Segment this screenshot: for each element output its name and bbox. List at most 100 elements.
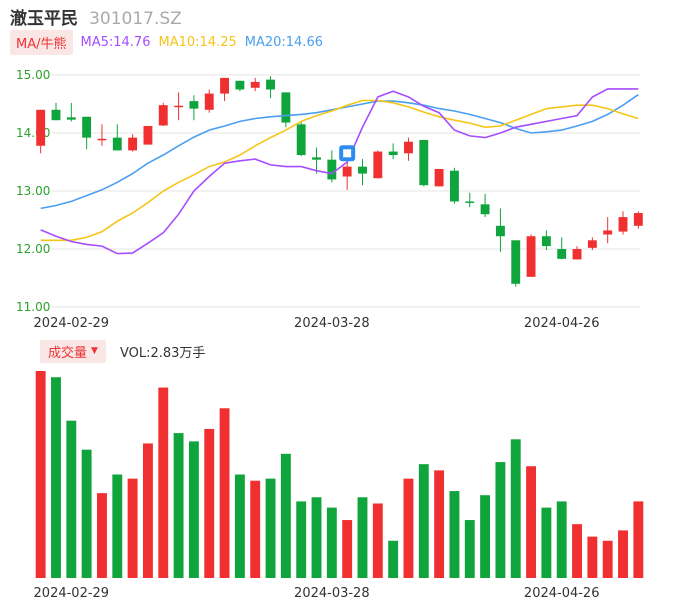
- candle-body[interactable]: [51, 109, 61, 121]
- volume-bar[interactable]: [480, 495, 491, 578]
- candle-body[interactable]: [511, 240, 521, 284]
- price-axis-label: 15.00: [16, 68, 50, 82]
- ma20-legend: MA20:14.66: [244, 34, 323, 50]
- volume-bar[interactable]: [234, 474, 245, 579]
- caret-down-icon: ▼: [91, 346, 98, 356]
- volume-bar[interactable]: [495, 462, 506, 578]
- volume-bar[interactable]: [296, 501, 307, 578]
- volume-bar[interactable]: [311, 497, 322, 578]
- volume-legend: 成交量 ▼ VOL:2.83万手: [40, 339, 205, 363]
- ma5-legend: MA5:14.76: [80, 34, 151, 50]
- volume-bar[interactable]: [434, 470, 445, 578]
- candle-body[interactable]: [204, 93, 214, 110]
- candle-body[interactable]: [587, 240, 597, 248]
- volume-bar[interactable]: [158, 387, 169, 578]
- candle-body[interactable]: [449, 170, 459, 202]
- candle-body[interactable]: [143, 126, 153, 145]
- volume-bar[interactable]: [510, 439, 521, 578]
- ma-toggle-button[interactable]: MA/牛熊: [10, 29, 73, 55]
- candle-body[interactable]: [618, 217, 628, 232]
- candle-body[interactable]: [572, 249, 582, 260]
- candle-body[interactable]: [434, 168, 444, 187]
- ma5-line: [40, 88, 639, 255]
- volume-bar[interactable]: [587, 536, 598, 578]
- candle-body[interactable]: [557, 249, 567, 259]
- volume-bar[interactable]: [556, 501, 567, 578]
- volume-date-axis-label: 2024-04-26: [524, 586, 600, 601]
- volume-bar[interactable]: [219, 408, 230, 578]
- volume-date-axis-label: 2024-02-29: [34, 586, 110, 601]
- candle-body[interactable]: [66, 117, 76, 120]
- volume-bar[interactable]: [572, 524, 582, 578]
- volume-bar[interactable]: [265, 478, 276, 578]
- candle-body[interactable]: [419, 139, 429, 186]
- candle-body[interactable]: [526, 236, 536, 277]
- candle-body[interactable]: [541, 236, 551, 247]
- volume-bar[interactable]: [97, 493, 107, 578]
- ma-legend: MA/牛熊 MA5:14.76 MA10:14.25 MA20:14.66: [10, 29, 323, 55]
- candle-body[interactable]: [235, 80, 245, 90]
- volume-bar[interactable]: [280, 453, 291, 578]
- volume-bar[interactable]: [602, 540, 613, 578]
- candle-body[interactable]: [174, 105, 184, 108]
- candle-body[interactable]: [480, 204, 490, 215]
- date-axis-label: 2024-04-26: [524, 316, 600, 331]
- candle-body[interactable]: [358, 166, 367, 174]
- ma10-legend: MA10:14.25: [158, 34, 237, 50]
- candle-body[interactable]: [189, 101, 199, 109]
- candle-body[interactable]: [296, 124, 306, 156]
- candle-body[interactable]: [97, 138, 107, 141]
- volume-bar[interactable]: [142, 443, 153, 578]
- volume-bar[interactable]: [188, 441, 199, 578]
- volume-bar[interactable]: [326, 507, 337, 578]
- candle-body[interactable]: [36, 109, 46, 146]
- candle-body[interactable]: [250, 81, 260, 88]
- ma10-line: [40, 99, 639, 242]
- volume-bar[interactable]: [127, 478, 138, 578]
- candle-body[interactable]: [281, 92, 291, 123]
- candle-body[interactable]: [633, 213, 643, 226]
- volume-bar[interactable]: [51, 377, 61, 578]
- volume-bar[interactable]: [81, 449, 92, 578]
- candle-body[interactable]: [373, 151, 383, 179]
- volume-date-axis-label: 2024-03-28: [294, 586, 370, 601]
- candle-body[interactable]: [220, 77, 230, 94]
- volume-bar[interactable]: [342, 520, 353, 578]
- candle-body[interactable]: [342, 166, 352, 177]
- volume-bar[interactable]: [204, 428, 215, 578]
- volume-indicator-label: 成交量: [48, 345, 88, 361]
- candle-body[interactable]: [266, 79, 275, 90]
- volume-bar[interactable]: [112, 474, 123, 579]
- volume-indicator-button[interactable]: 成交量 ▼: [40, 339, 106, 363]
- candle-body[interactable]: [603, 230, 613, 235]
- candle-body[interactable]: [112, 137, 122, 151]
- candle-body[interactable]: [128, 137, 138, 151]
- volume-bar[interactable]: [35, 371, 46, 578]
- volume-bar[interactable]: [541, 507, 552, 578]
- volume-bar[interactable]: [357, 497, 368, 578]
- volume-bar[interactable]: [526, 466, 537, 578]
- price-axis-label: 14.00: [16, 126, 50, 140]
- candle-body[interactable]: [465, 201, 475, 203]
- volume-bar[interactable]: [633, 501, 644, 578]
- candle-body[interactable]: [404, 141, 413, 154]
- volume-bar[interactable]: [618, 530, 628, 578]
- candle-body[interactable]: [312, 157, 321, 160]
- candle-body[interactable]: [158, 105, 168, 126]
- volume-bar[interactable]: [250, 480, 261, 578]
- candle-body[interactable]: [327, 159, 337, 180]
- candle-body[interactable]: [82, 116, 92, 138]
- volume-bar[interactable]: [173, 433, 184, 578]
- volume-bar[interactable]: [418, 464, 429, 578]
- volume-bar[interactable]: [403, 478, 414, 578]
- volume-bar[interactable]: [388, 540, 399, 578]
- candle-body[interactable]: [388, 151, 398, 156]
- volume-bar[interactable]: [66, 420, 77, 578]
- volume-bar[interactable]: [372, 503, 383, 578]
- date-axis-label: 2024-03-28: [294, 316, 370, 331]
- volume-bar[interactable]: [464, 520, 475, 578]
- price-axis-label: 11.00: [16, 300, 50, 314]
- candle-body[interactable]: [495, 225, 505, 237]
- volume-bar[interactable]: [449, 491, 460, 578]
